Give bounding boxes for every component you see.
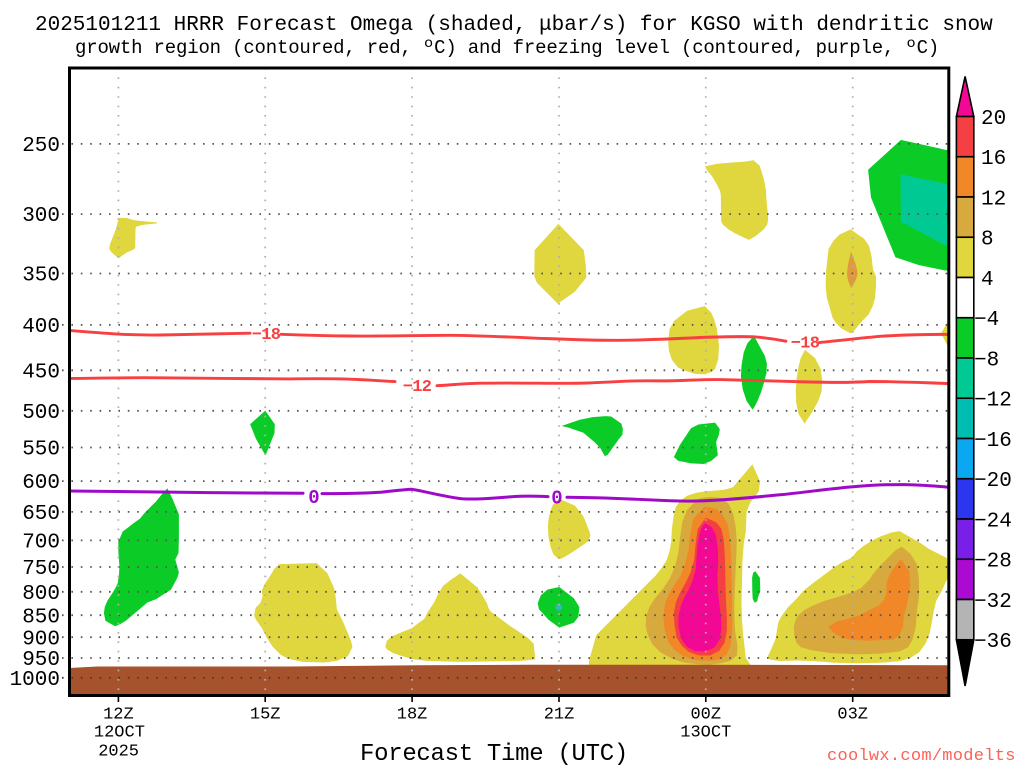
svg-text:850: 850 — [22, 606, 60, 629]
svg-text:500: 500 — [22, 402, 60, 425]
svg-text:−32: −32 — [974, 591, 1012, 614]
svg-text:2025: 2025 — [98, 743, 139, 762]
svg-text:00Z: 00Z — [690, 705, 721, 724]
svg-text:450: 450 — [22, 361, 60, 384]
svg-text:4: 4 — [981, 269, 994, 292]
svg-text:−12: −12 — [403, 378, 432, 397]
svg-text:650: 650 — [22, 503, 60, 526]
svg-text:−8: −8 — [974, 350, 999, 373]
svg-text:21Z: 21Z — [544, 705, 575, 724]
svg-text:13OCT: 13OCT — [680, 723, 731, 742]
svg-text:15Z: 15Z — [250, 705, 281, 724]
svg-text:0: 0 — [551, 488, 562, 510]
svg-text:400: 400 — [22, 316, 60, 339]
svg-text:2025101211 HRRR Forecast Omega: 2025101211 HRRR Forecast Omega (shaded, … — [35, 14, 993, 37]
svg-text:−24: −24 — [974, 511, 1012, 534]
svg-text:0: 0 — [308, 487, 319, 509]
svg-text:−36: −36 — [974, 631, 1012, 654]
svg-text:350: 350 — [22, 265, 60, 288]
svg-text:950: 950 — [22, 649, 60, 672]
svg-text:18Z: 18Z — [397, 705, 428, 724]
svg-text:12OCT: 12OCT — [94, 723, 145, 742]
svg-text:8: 8 — [981, 229, 994, 252]
svg-text:16: 16 — [981, 148, 1006, 171]
svg-text:12Z: 12Z — [103, 705, 134, 724]
svg-text:750: 750 — [22, 558, 60, 581]
svg-text:03Z: 03Z — [837, 705, 868, 724]
svg-text:600: 600 — [22, 472, 60, 495]
svg-text:−20: −20 — [974, 470, 1012, 493]
svg-text:1000: 1000 — [10, 669, 60, 692]
svg-text:250: 250 — [22, 135, 60, 158]
svg-text:20: 20 — [981, 108, 1006, 131]
svg-text:300: 300 — [22, 205, 60, 228]
svg-text:550: 550 — [22, 439, 60, 462]
svg-text:−16: −16 — [974, 430, 1012, 453]
svg-text:900: 900 — [22, 628, 60, 651]
svg-text:−18: −18 — [252, 326, 281, 345]
svg-text:−12: −12 — [974, 390, 1012, 413]
svg-text:−28: −28 — [974, 551, 1012, 574]
svg-text:growth region (contoured, red,: growth region (contoured, red, ºC) and f… — [75, 37, 939, 59]
svg-text:−18: −18 — [791, 335, 820, 354]
svg-text:800: 800 — [22, 583, 60, 606]
svg-text:700: 700 — [22, 532, 60, 555]
svg-text:coolwx.com/modelts: coolwx.com/modelts — [827, 747, 1016, 766]
svg-text:−4: −4 — [974, 309, 999, 332]
svg-text:Forecast Time (UTC): Forecast Time (UTC) — [360, 741, 628, 768]
svg-text:12: 12 — [981, 189, 1006, 212]
